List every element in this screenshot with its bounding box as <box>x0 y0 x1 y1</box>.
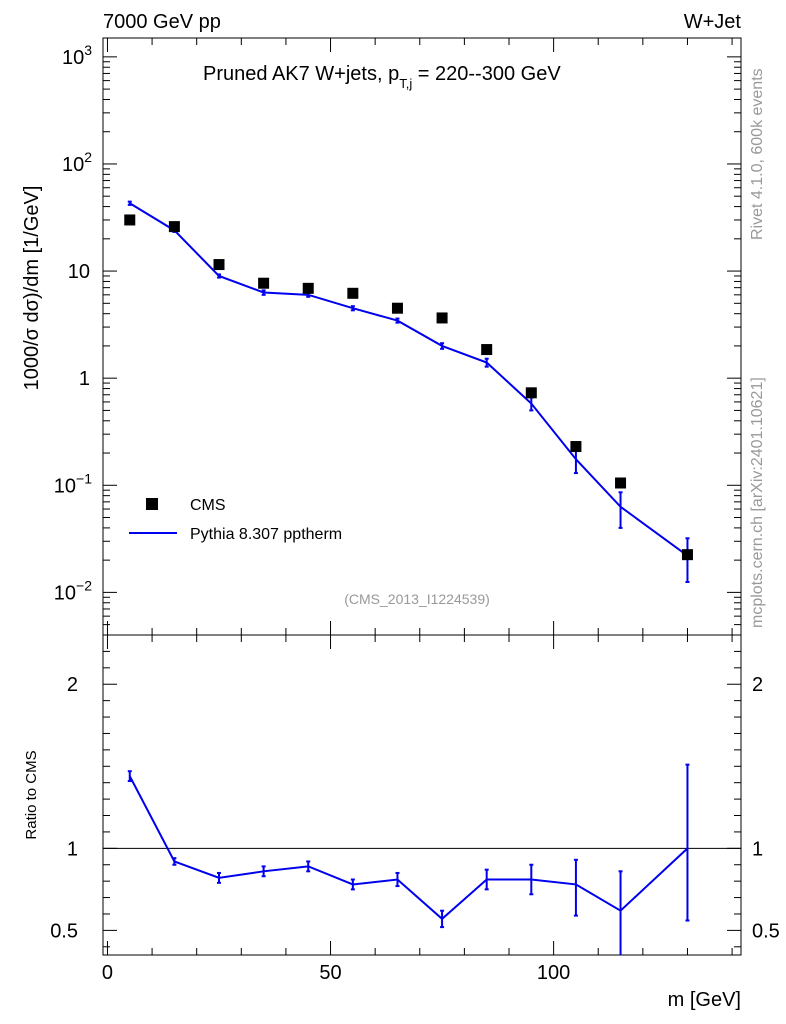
cms-data-point <box>302 282 314 294</box>
ratio-line <box>128 775 689 921</box>
cms-data-point <box>615 477 627 489</box>
legend-label-cms: CMS <box>190 497 226 514</box>
main-y-tick-label: 1 <box>79 368 90 390</box>
x-tick-label: 50 <box>319 962 341 984</box>
ratio-y-tick-label-left: 0.5 <box>50 920 78 942</box>
x-axis-label: m [GeV] <box>668 989 741 1011</box>
cms-data-point <box>347 287 359 299</box>
cms-data-point <box>391 302 403 314</box>
ratio-plot-frame <box>102 634 742 956</box>
cms-data-point <box>124 214 136 226</box>
plot-title-suffix: = 220--300 GeV <box>412 63 561 85</box>
x-tick-label: 100 <box>537 962 570 984</box>
plot-title-subscript: T,j <box>399 76 412 91</box>
ratio-data-marks <box>127 763 690 955</box>
side-label-mcplots: mcplots.cern.ch [arXiv:2401.10621] <box>749 377 766 628</box>
main-y-tick-label: 102 <box>62 149 92 176</box>
main-data-marks <box>124 200 693 583</box>
cms-data-point <box>436 312 448 324</box>
cms-data-point <box>168 221 180 233</box>
legend-marker-cms <box>146 498 158 510</box>
ratio-y-tick-label-left: 2 <box>67 674 78 696</box>
cms-data-point <box>681 549 693 561</box>
main-plot-frame <box>102 37 742 636</box>
ratio-y-tick-label-left: 1 <box>67 838 78 860</box>
legend-label-pythia: Pythia 8.307 pptherm <box>190 526 342 543</box>
cms-data-point <box>525 387 537 399</box>
main-y-tick-label: 10−2 <box>54 577 92 604</box>
ratio-y-tick-label-right: 2 <box>752 674 763 696</box>
ratio-y-tick-label-right: 1 <box>752 838 763 860</box>
ratio-y-axis-label: Ratio to CMS <box>23 750 40 839</box>
x-tick-label: 0 <box>102 962 113 984</box>
analysis-label: (CMS_2013_I1224539) <box>344 591 490 607</box>
main-y-axis-label: 1000/σ dσ)/dm [1/GeV] <box>21 186 43 391</box>
cms-data-point <box>213 259 225 271</box>
header-right-label: W+Jet <box>684 11 742 33</box>
ratio-axis-ticks: 0.5 0.5 1 1 2 2 0 50 100 <box>50 634 780 984</box>
main-y-tick-label: 103 <box>62 42 92 69</box>
header-left-label: 7000 GeV pp <box>103 11 221 33</box>
cms-data-point <box>570 441 582 453</box>
ratio-y-tick-label-right: 0.5 <box>752 920 780 942</box>
plot-title: Pruned AK7 W+jets, pT,j = 220--300 GeV <box>203 63 561 91</box>
main-y-tick-label: 10−1 <box>54 470 92 497</box>
main-y-tick-label: 10 <box>68 261 90 283</box>
cms-data-point <box>481 344 493 356</box>
cms-data-point <box>258 277 270 289</box>
plot-title-prefix: Pruned AK7 W+jets, p <box>203 63 399 85</box>
side-label-rivet: Rivet 4.1.0, 600k events <box>749 68 766 240</box>
